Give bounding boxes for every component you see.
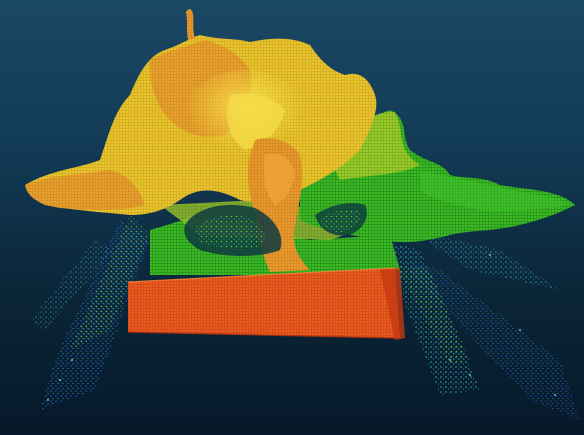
hollow-openings [184, 203, 367, 256]
scatter-points [47, 254, 556, 401]
right-scatter-streaks [380, 230, 580, 420]
right-wing [300, 110, 575, 243]
left-scatter-streaks [30, 215, 150, 410]
base-block [127, 267, 405, 340]
